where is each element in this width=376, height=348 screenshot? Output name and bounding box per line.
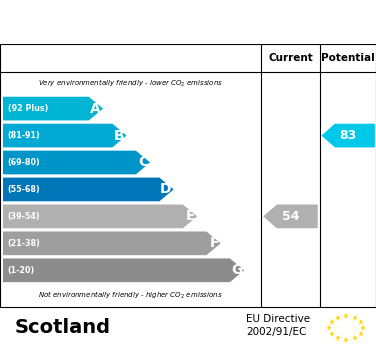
Polygon shape — [3, 97, 103, 120]
Text: E: E — [186, 209, 195, 223]
Text: (81-91): (81-91) — [8, 131, 40, 140]
Text: (21-38): (21-38) — [8, 239, 40, 248]
Polygon shape — [263, 205, 318, 228]
Polygon shape — [3, 205, 197, 228]
Text: F: F — [209, 236, 219, 250]
Text: Scotland: Scotland — [15, 318, 111, 337]
Text: C: C — [138, 156, 148, 169]
Text: Environmental Impact (CO$_2$) Rating: Environmental Impact (CO$_2$) Rating — [37, 12, 339, 31]
Polygon shape — [3, 177, 174, 201]
Text: Not environmentally friendly - higher CO$_2$ emissions: Not environmentally friendly - higher CO… — [38, 290, 223, 301]
Text: (69-80): (69-80) — [8, 158, 40, 167]
Text: Potential: Potential — [321, 53, 374, 63]
Polygon shape — [3, 259, 244, 282]
Polygon shape — [3, 231, 221, 255]
Text: A: A — [91, 102, 101, 116]
Polygon shape — [3, 124, 127, 148]
Text: Very environmentally friendly - lower CO$_2$ emissions: Very environmentally friendly - lower CO… — [38, 78, 223, 89]
Text: (92 Plus): (92 Plus) — [8, 104, 48, 113]
Text: 83: 83 — [339, 129, 356, 142]
Polygon shape — [321, 124, 375, 148]
Polygon shape — [3, 151, 150, 174]
Text: G: G — [231, 263, 242, 277]
Text: D: D — [160, 182, 172, 196]
Text: Current: Current — [268, 53, 313, 63]
Text: (1-20): (1-20) — [8, 266, 35, 275]
Text: 54: 54 — [282, 210, 299, 223]
Text: B: B — [114, 128, 125, 143]
Text: (39-54): (39-54) — [8, 212, 40, 221]
Text: (55-68): (55-68) — [8, 185, 40, 194]
Text: EU Directive
2002/91/EC: EU Directive 2002/91/EC — [246, 314, 311, 337]
